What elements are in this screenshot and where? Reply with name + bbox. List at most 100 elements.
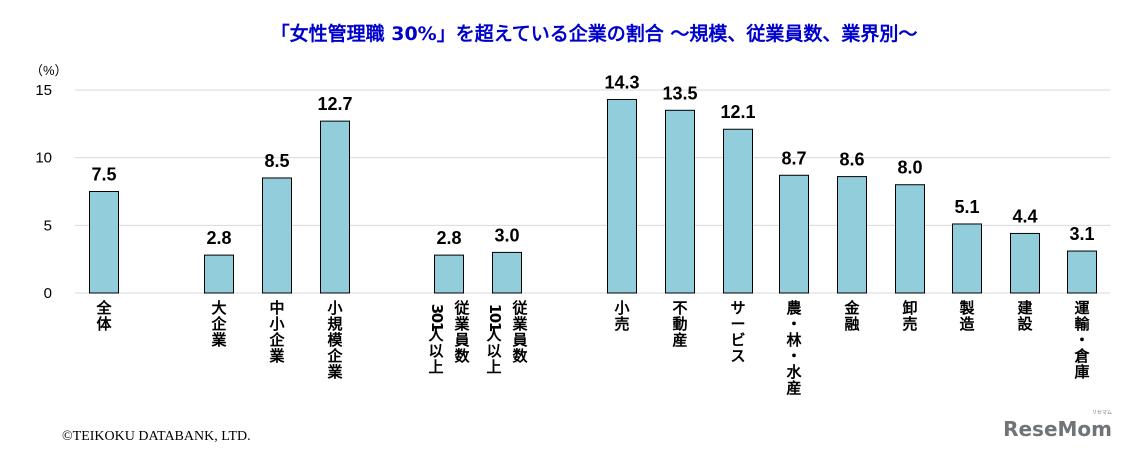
- value-label-1: 7.5: [91, 165, 116, 185]
- value-label-5: 2.8: [436, 228, 461, 248]
- category-label-10-line-1-char-3: 林: [786, 331, 802, 349]
- value-label-2: 2.8: [206, 228, 231, 248]
- category-label-6-line-2-char-6: 上: [486, 358, 501, 376]
- category-label-5-line-2-char-6: 上: [428, 358, 443, 376]
- category-label-14-line-1-char-2: 設: [1017, 315, 1033, 333]
- value-label-6: 3.0: [494, 225, 519, 245]
- bar-6: [492, 251, 522, 294]
- category-label-5-line-1-char-1: 従: [453, 299, 470, 317]
- y-tick-label-15: 15: [35, 82, 52, 99]
- category-label-10-line-1-char-6: 産: [786, 379, 801, 397]
- category-label-3-line-1-char-3: 企: [268, 331, 285, 349]
- bar-2: [204, 254, 234, 294]
- category-label-15-line-1-char-5: 庫: [1074, 363, 1089, 381]
- category-label-5-line-2-char-1: 3: [428, 304, 446, 314]
- bar-5: [434, 254, 464, 294]
- value-label-14: 4.4: [1012, 206, 1037, 226]
- category-label-15-line-1-char-4: 倉: [1073, 347, 1090, 365]
- bar-4: [320, 120, 350, 294]
- category-label-2-line-1-char-1: 大: [211, 299, 226, 317]
- category-label-6-line-2-char-5: 以: [486, 342, 501, 360]
- bar-7: [607, 98, 637, 294]
- category-label-13-line-1-char-1: 製: [958, 299, 974, 317]
- y-tick-label-0: 0: [44, 285, 52, 302]
- category-label-10-line-1-char-4: ・: [786, 347, 801, 365]
- category-label-5-line-1-char-2: 業: [453, 315, 470, 333]
- bar-13: [952, 223, 982, 294]
- value-labels: 7.5 2.8 8.5 12.7 2.8 3.0 14.3 13.5 12.1 8.7 8.6 8.0…: [91, 72, 1094, 248]
- category-label-14-line-1-char-1: 建: [1017, 299, 1033, 317]
- value-label-8: 13.5: [662, 83, 697, 103]
- category-label-7-line-1-char-1: 小: [614, 299, 629, 317]
- value-label-15: 3.1: [1069, 224, 1094, 244]
- value-label-12: 8.0: [897, 158, 922, 178]
- category-label-13-line-1-char-2: 造: [959, 315, 974, 333]
- category-label-6-line-1-char-3: 員: [511, 331, 527, 349]
- category-label-6-line-2-char-2: 0: [486, 313, 504, 323]
- bar-14: [1010, 232, 1040, 294]
- category-label-7-line-1-char-2: 売: [614, 315, 629, 333]
- value-label-11: 8.6: [839, 150, 864, 170]
- category-label-12-line-1-char-1: 卸: [902, 299, 917, 317]
- logo-reading: リセマム: [1092, 410, 1112, 416]
- category-label-15-line-1-char-2: 輸: [1074, 315, 1090, 333]
- category-label-8-line-1-char-3: 産: [672, 331, 687, 349]
- bar-12: [895, 184, 925, 294]
- value-label-9: 12.1: [720, 102, 755, 122]
- category-label-5-line-2-char-2: 0: [428, 313, 446, 323]
- resemom-logo: ReseMom リセマム: [1003, 410, 1112, 441]
- category-label-2-line-1-char-3: 業: [210, 331, 227, 349]
- category-label-6-line-1-char-2: 業: [511, 315, 528, 333]
- bar-9: [723, 128, 753, 294]
- category-label-10-line-1-char-1: 農: [786, 299, 801, 317]
- category-label-12-line-1-char-2: 売: [902, 315, 917, 333]
- bar-8: [665, 109, 695, 294]
- category-label-15-line-1-char-3: ・: [1074, 331, 1089, 349]
- bars: [89, 98, 1097, 294]
- category-label-2-line-1-char-2: 企: [210, 315, 227, 333]
- y-tick-label-5: 5: [44, 217, 52, 234]
- category-label-5-line-1-char-4: 数: [454, 347, 470, 365]
- category-label-6-line-2-char-4: 人: [486, 326, 502, 344]
- category-label-1-line-1-char-2: 体: [96, 315, 112, 333]
- category-label-5-line-2-char-5: 以: [428, 342, 443, 360]
- category-label-10-line-1-char-2: ・: [786, 315, 801, 333]
- bar-10: [779, 174, 809, 294]
- category-label-4-line-1-char-4: 企: [326, 347, 343, 365]
- bar-3: [262, 177, 292, 294]
- category-label-9-line-1-char-2: ー: [730, 315, 745, 333]
- category-label-10-line-1-char-5: 水: [786, 363, 802, 381]
- category-label-6-line-2-char-1: 1: [486, 304, 504, 314]
- bar-15: [1067, 250, 1097, 294]
- bar-1: [89, 191, 119, 294]
- gridlines: [75, 89, 1110, 294]
- y-axis-ticks: 0 5 10 15: [35, 82, 52, 302]
- category-label-6-line-2-char-3: 1: [486, 322, 504, 332]
- value-label-10: 8.7: [781, 148, 806, 168]
- category-labels: 全体大企業中小企業小規模企業従業員数301人以上従業員数101人以上小売不動産サ…: [95, 299, 1090, 397]
- chart-title: 「女性管理職 30%」を超えている企業の割合 ～規模、従業員数、業界別～: [271, 22, 918, 45]
- logo-wordmark: ReseMom: [1003, 417, 1112, 441]
- category-label-1-line-1-char-1: 全: [95, 299, 112, 317]
- category-label-9-line-1-char-1: サ: [730, 299, 745, 317]
- category-label-15-line-1-char-1: 運: [1074, 299, 1090, 317]
- category-label-5-line-1-char-3: 員: [453, 331, 469, 349]
- value-label-7: 14.3: [604, 72, 639, 92]
- category-label-11-line-1-char-2: 融: [844, 315, 859, 333]
- category-label-3-line-1-char-4: 業: [268, 347, 285, 365]
- category-label-4-line-1-char-1: 小: [327, 299, 342, 317]
- value-label-13: 5.1: [954, 197, 979, 217]
- category-label-4-line-1-char-2: 規: [327, 315, 342, 333]
- category-label-3-line-1-char-1: 中: [269, 299, 284, 317]
- category-label-8-line-1-char-1: 不: [672, 299, 687, 317]
- y-axis-unit-label: （%）: [30, 63, 68, 78]
- category-label-3-line-1-char-2: 小: [269, 315, 284, 333]
- category-label-5-line-2-char-3: 1: [428, 322, 446, 332]
- category-label-11-line-1-char-1: 金: [843, 299, 860, 317]
- copyright-text: ©TEIKOKU DATABANK, LTD.: [62, 429, 251, 444]
- category-label-4-line-1-char-3: 模: [327, 331, 343, 349]
- value-label-4: 12.7: [317, 94, 352, 114]
- category-label-9-line-1-char-3: ビ: [730, 331, 745, 349]
- category-label-8-line-1-char-2: 動: [672, 315, 687, 333]
